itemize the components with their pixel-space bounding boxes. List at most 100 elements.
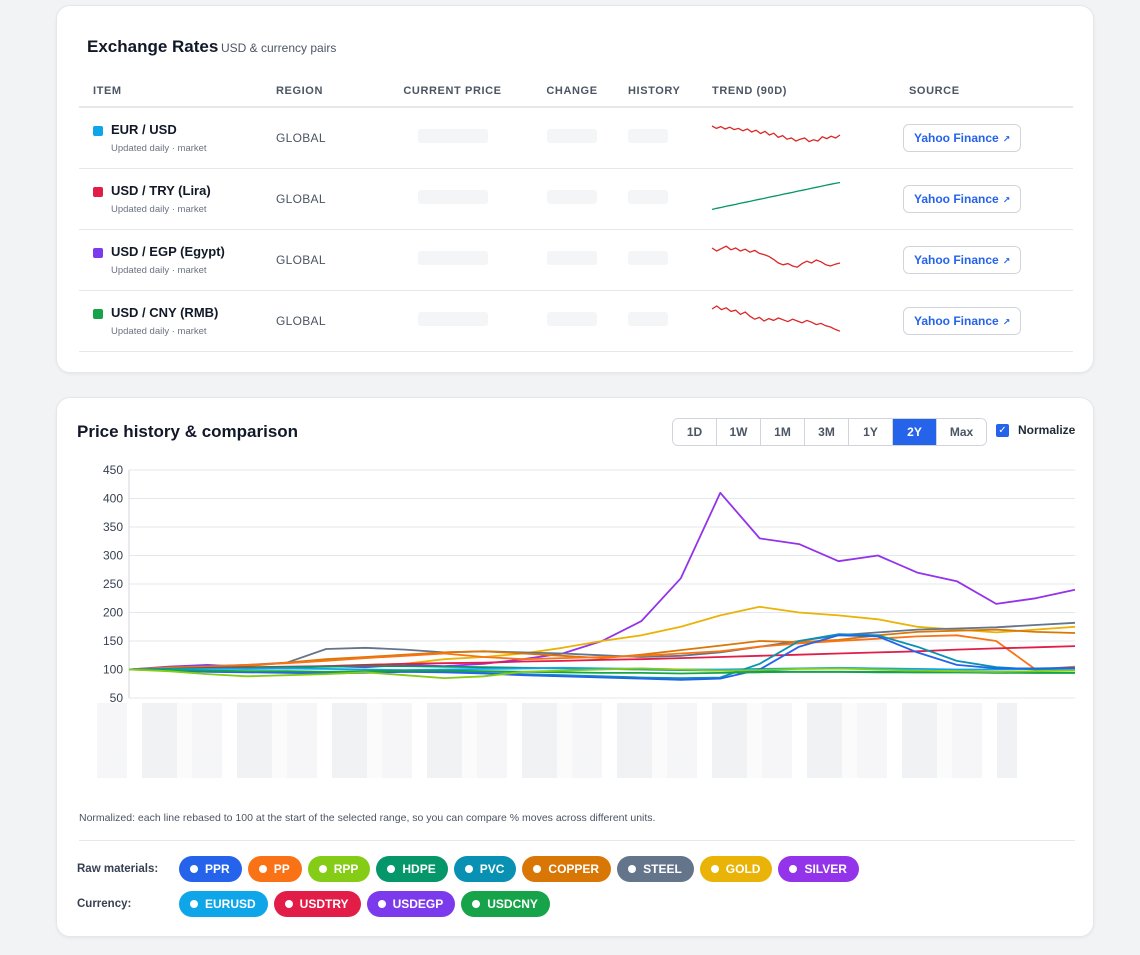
item-name: EUR / USD [111, 122, 177, 137]
source-cell: Yahoo Finance ↗ [885, 168, 1073, 230]
col-header-change[interactable]: CHANGE [516, 76, 628, 108]
source-label: Yahoo Finance [914, 253, 999, 267]
source-link-button[interactable]: Yahoo Finance ↗ [903, 124, 1022, 152]
series-line-eurusd[interactable] [129, 666, 1075, 672]
table-row[interactable]: EUR / USD Updated daily · market GLOBAL … [79, 107, 1073, 169]
y-tick-label: 150 [103, 634, 123, 648]
trend-cell [698, 107, 885, 169]
y-tick-label: 350 [103, 520, 123, 534]
y-tick-label: 450 [103, 463, 123, 477]
series-chip-rpp[interactable]: RPP [307, 856, 371, 882]
range-button-1m[interactable]: 1M [761, 419, 805, 445]
item-updated-note: Updated daily · market [111, 326, 207, 337]
change-cell [516, 290, 628, 352]
external-link-icon: ↗ [1002, 195, 1011, 205]
series-line-pp[interactable] [128, 634, 1076, 671]
region-cell: GLOBAL [276, 229, 389, 291]
source-link-button[interactable]: Yahoo Finance ↗ [903, 307, 1022, 335]
series-chip-pp[interactable]: PP [247, 856, 302, 882]
source-cell: Yahoo Finance ↗ [885, 107, 1073, 169]
chip-dot-icon [710, 865, 719, 873]
series-line-usdcny[interactable] [128, 668, 1075, 675]
external-link-icon: ↗ [1002, 317, 1011, 327]
item-cell: USD / EGP (Egypt) Updated daily · market [79, 229, 276, 291]
region-cell: GLOBAL [276, 168, 389, 230]
series-chip-usdegp[interactable]: USDEGP [366, 891, 456, 917]
series-line-silver[interactable] [128, 491, 1076, 671]
chip-label: PPR [205, 862, 230, 876]
current-price-cell [389, 107, 516, 169]
normalize-label: Normalize [1018, 423, 1076, 437]
series-chip-eurusd[interactable]: EURUSD [179, 891, 268, 917]
series-line-rpp[interactable] [128, 667, 1076, 680]
item-cell: USD / TRY (Lira) Updated daily · market [79, 168, 276, 230]
chip-dot-icon [472, 900, 481, 908]
chip-label: RPP [333, 862, 359, 876]
series-chip-silver[interactable]: SILVER [778, 856, 859, 882]
region-cell: GLOBAL [276, 290, 389, 352]
current-price-cell [389, 229, 516, 291]
col-header-current-price[interactable]: CURRENT PRICE [389, 76, 516, 108]
table-row[interactable]: USD / EGP (Egypt) Updated daily · market… [79, 229, 1073, 291]
item-cell: EUR / USD Updated daily · market [79, 107, 276, 169]
col-header-history[interactable]: HISTORY [628, 76, 698, 108]
series-chip-hdpe[interactable]: HDPE [376, 856, 448, 882]
series-line-steel[interactable] [128, 621, 1076, 671]
range-button-max[interactable]: Max [937, 419, 986, 445]
series-chip-gold[interactable]: GOLD [699, 856, 773, 882]
series-chip-steel[interactable]: STEEL [617, 856, 694, 882]
normalize-checkbox[interactable]: ✓ [996, 423, 1009, 437]
chip-dot-icon [190, 900, 198, 908]
chip-dot-icon [533, 865, 542, 873]
series-line-ppr[interactable] [128, 634, 1076, 681]
item-updated-note: Updated daily · market [111, 204, 207, 215]
trend-sparkline [711, 124, 841, 142]
source-label: Yahoo Finance [914, 192, 999, 206]
range-button-3m[interactable]: 3M [805, 419, 849, 445]
history-cell [628, 229, 698, 291]
y-tick-label: 300 [103, 549, 123, 563]
chip-label: COPPER [548, 862, 600, 876]
trend-cell [698, 168, 885, 230]
external-link-icon: ↗ [1002, 256, 1011, 266]
trend-sparkline [711, 181, 841, 210]
series-chip-pvc[interactable]: PVC [453, 856, 517, 882]
series-chip-ppr[interactable]: PPR [179, 856, 242, 882]
col-header-region[interactable]: REGION [276, 76, 389, 108]
normalize-toggle[interactable]: ✓ Normalize [996, 423, 1075, 437]
source-link-button[interactable]: Yahoo Finance ↗ [903, 185, 1022, 213]
range-button-1y[interactable]: 1Y [849, 419, 893, 445]
series-chip-usdtry[interactable]: USDTRY [273, 891, 361, 917]
range-button-2y[interactable]: 2Y [893, 419, 937, 445]
region-cell: GLOBAL [276, 107, 389, 169]
chip-dot-icon [190, 865, 198, 873]
table-row[interactable]: USD / TRY (Lira) Updated daily · market … [79, 168, 1073, 230]
blurred-value [547, 250, 597, 265]
chip-dot-icon [789, 865, 798, 873]
item-name: USD / TRY (Lira) [111, 183, 211, 198]
col-header-trend[interactable]: TREND (90D) [698, 76, 885, 108]
price-history-card: Price history & comparison 1D 1W 1M 3M 1Y 2Y M… [56, 397, 1094, 937]
trend-cell [698, 290, 885, 352]
table-row[interactable]: USD / CNY (RMB) Updated daily · market G… [79, 290, 1073, 352]
blurred-value [417, 189, 488, 204]
change-cell [516, 168, 628, 230]
source-link-button[interactable]: Yahoo Finance ↗ [903, 246, 1022, 274]
range-button-1w[interactable]: 1W [717, 419, 761, 445]
price-history-chart[interactable]: 450 400 350 300 250 200 150 100 50 [57, 448, 1093, 708]
trend-line [711, 304, 841, 332]
series-color-swatch [93, 309, 103, 319]
chip-dot-icon [628, 865, 637, 873]
series-chip-copper[interactable]: COPPER [522, 856, 612, 882]
chip-label: EURUSD [205, 897, 256, 911]
exchange-rates-title: Exchange Rates [87, 37, 219, 56]
chip-label: SILVER [804, 862, 847, 876]
blurred-value [417, 311, 488, 326]
col-header-source[interactable]: SOURCE [885, 76, 1073, 108]
blurred-value [628, 189, 668, 204]
external-link-icon: ↗ [1002, 134, 1011, 144]
series-chip-usdcny[interactable]: USDCNY [461, 891, 550, 917]
range-button-1d[interactable]: 1D [673, 419, 717, 445]
col-header-item[interactable]: ITEM [79, 76, 276, 108]
source-label: Yahoo Finance [914, 314, 999, 328]
